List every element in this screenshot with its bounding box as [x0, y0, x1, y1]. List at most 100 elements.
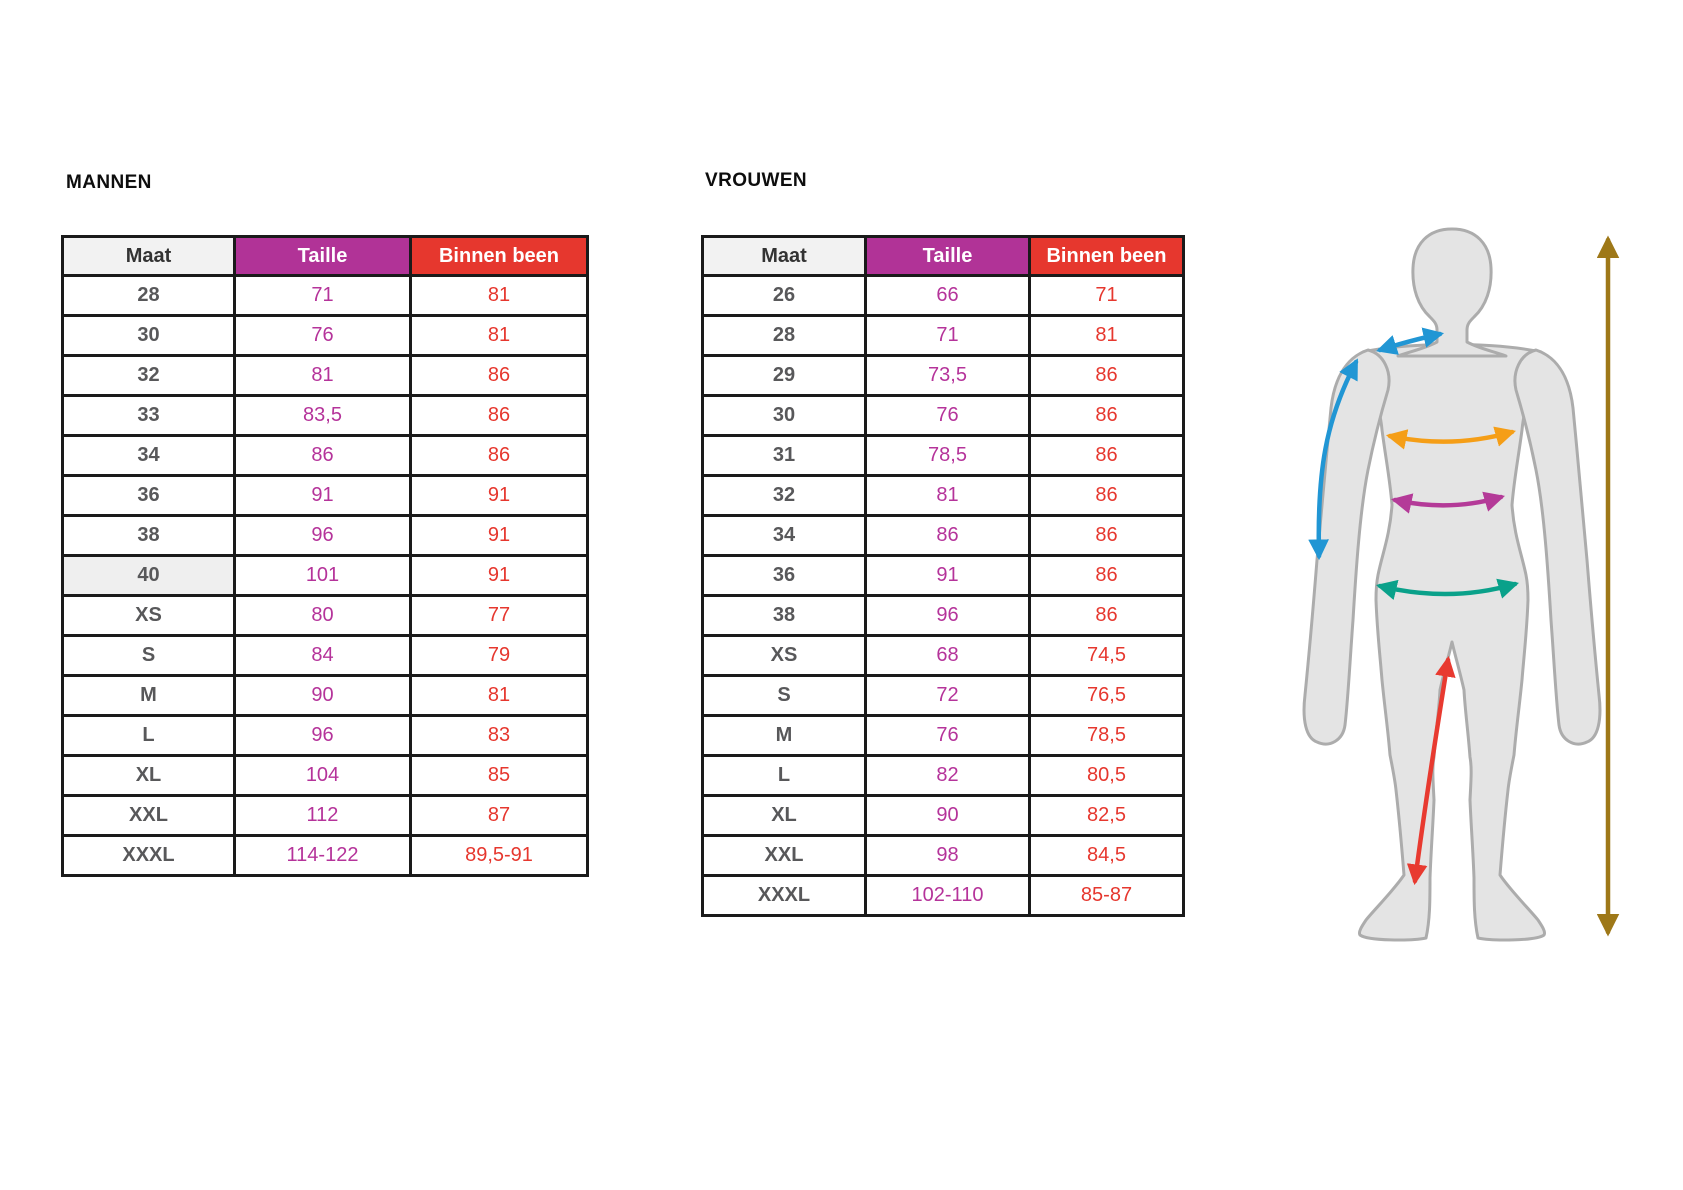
- taille-cell: 98: [864, 834, 1031, 877]
- size-cell: 34: [61, 434, 236, 477]
- women-header-maat: Maat: [701, 235, 867, 277]
- size-cell: 31: [701, 434, 867, 477]
- taille-cell: 81: [864, 474, 1031, 517]
- binnen-been-cell: 81: [409, 674, 589, 717]
- binnen-been-cell: 91: [409, 474, 589, 517]
- size-cell: S: [61, 634, 236, 677]
- size-cell: M: [701, 714, 867, 757]
- table-row: 30 76 86: [701, 394, 1185, 437]
- size-cell: S: [701, 674, 867, 717]
- size-cell: 30: [61, 314, 236, 357]
- taille-cell: 86: [864, 514, 1031, 557]
- binnen-been-cell: 81: [409, 274, 589, 317]
- table-row: XXL 112 87: [61, 794, 589, 837]
- size-cell: 33: [61, 394, 236, 437]
- binnen-been-cell: 85-87: [1028, 874, 1185, 917]
- table-header-row: Maat Taille Binnen been: [701, 235, 1185, 277]
- binnen-been-cell: 78,5: [1028, 714, 1185, 757]
- binnen-been-cell: 87: [409, 794, 589, 837]
- chest-arrow: [1385, 426, 1516, 450]
- table-row: XXXL 114-122 89,5-91: [61, 834, 589, 877]
- size-cell: 36: [701, 554, 867, 597]
- binnen-been-cell: 86: [409, 434, 589, 477]
- hip-arrow: [1375, 578, 1519, 600]
- size-cell: L: [61, 714, 236, 757]
- binnen-been-cell: 86: [1028, 434, 1185, 477]
- table-row: 30 76 81: [61, 314, 589, 357]
- table-row: XXXL 102-110 85-87: [701, 874, 1185, 917]
- binnen-been-cell: 86: [1028, 394, 1185, 437]
- table-row: S 72 76,5: [701, 674, 1185, 717]
- binnen-been-cell: 86: [409, 394, 589, 437]
- size-cell: 34: [701, 514, 867, 557]
- taille-cell: 73,5: [864, 354, 1031, 397]
- women-section-title: VROUWEN: [705, 170, 808, 191]
- table-row: S 84 79: [61, 634, 589, 677]
- size-cell: 28: [61, 274, 236, 317]
- binnen-been-cell: 86: [1028, 554, 1185, 597]
- binnen-been-cell: 74,5: [1028, 634, 1185, 677]
- binnen-been-cell: 91: [409, 554, 589, 597]
- men-header-binnen-been: Binnen been: [409, 235, 589, 277]
- table-row: XXL 98 84,5: [701, 834, 1185, 877]
- taille-cell: 83,5: [233, 394, 412, 437]
- taille-cell: 114-122: [233, 834, 412, 877]
- table-row: 36 91 86: [701, 554, 1185, 597]
- table-row: 29 73,5 86: [701, 354, 1185, 397]
- table-row: XS 68 74,5: [701, 634, 1185, 677]
- taille-cell: 86: [233, 434, 412, 477]
- table-row: XL 104 85: [61, 754, 589, 797]
- size-cell: 38: [61, 514, 236, 557]
- table-row: 34 86 86: [701, 514, 1185, 557]
- men-header-maat: Maat: [61, 235, 236, 277]
- size-cell: 32: [61, 354, 236, 397]
- binnen-been-cell: 89,5-91: [409, 834, 589, 877]
- taille-cell: 78,5: [864, 434, 1031, 477]
- size-cell: L: [701, 754, 867, 797]
- taille-cell: 72: [864, 674, 1031, 717]
- size-cell: XS: [61, 594, 236, 637]
- table-row: 28 71 81: [61, 274, 589, 317]
- women-header-taille: Taille: [864, 235, 1031, 277]
- size-cell: 38: [701, 594, 867, 637]
- taille-cell: 76: [864, 714, 1031, 757]
- taille-cell: 96: [864, 594, 1031, 637]
- taille-cell: 91: [233, 474, 412, 517]
- men-size-table: Maat Taille Binnen been 28 71 81 30 76 81 32 81…: [61, 235, 589, 877]
- table-row: M 76 78,5: [701, 714, 1185, 757]
- table-row: M 90 81: [61, 674, 589, 717]
- table-row: 31 78,5 86: [701, 434, 1185, 477]
- table-row: 36 91 91: [61, 474, 589, 517]
- size-cell: XS: [701, 634, 867, 677]
- table-row: L 82 80,5: [701, 754, 1185, 797]
- taille-cell: 76: [864, 394, 1031, 437]
- size-cell: 26: [701, 274, 867, 317]
- size-cell: XXL: [61, 794, 236, 837]
- taille-cell: 96: [233, 514, 412, 557]
- taille-cell: 104: [233, 754, 412, 797]
- taille-cell: 82: [864, 754, 1031, 797]
- table-row: 38 96 91: [61, 514, 589, 557]
- binnen-been-cell: 86: [1028, 354, 1185, 397]
- taille-cell: 71: [864, 314, 1031, 357]
- binnen-been-cell: 86: [1028, 594, 1185, 637]
- table-header-row: Maat Taille Binnen been: [61, 235, 589, 277]
- binnen-been-cell: 82,5: [1028, 794, 1185, 837]
- inseam-arrow: [1406, 655, 1456, 886]
- binnen-been-cell: 83: [409, 714, 589, 757]
- table-row: 32 81 86: [61, 354, 589, 397]
- size-cell: XL: [701, 794, 867, 837]
- women-header-binnen-been: Binnen been: [1028, 235, 1185, 277]
- binnen-been-cell: 85: [409, 754, 589, 797]
- size-cell: M: [61, 674, 236, 717]
- binnen-been-cell: 80,5: [1028, 754, 1185, 797]
- taille-cell: 101: [233, 554, 412, 597]
- binnen-been-cell: 71: [1028, 274, 1185, 317]
- taille-cell: 112: [233, 794, 412, 837]
- binnen-been-cell: 86: [1028, 474, 1185, 517]
- table-row: 40 101 91: [61, 554, 589, 597]
- table-row: 32 81 86: [701, 474, 1185, 517]
- body-silhouette: [1302, 227, 1602, 942]
